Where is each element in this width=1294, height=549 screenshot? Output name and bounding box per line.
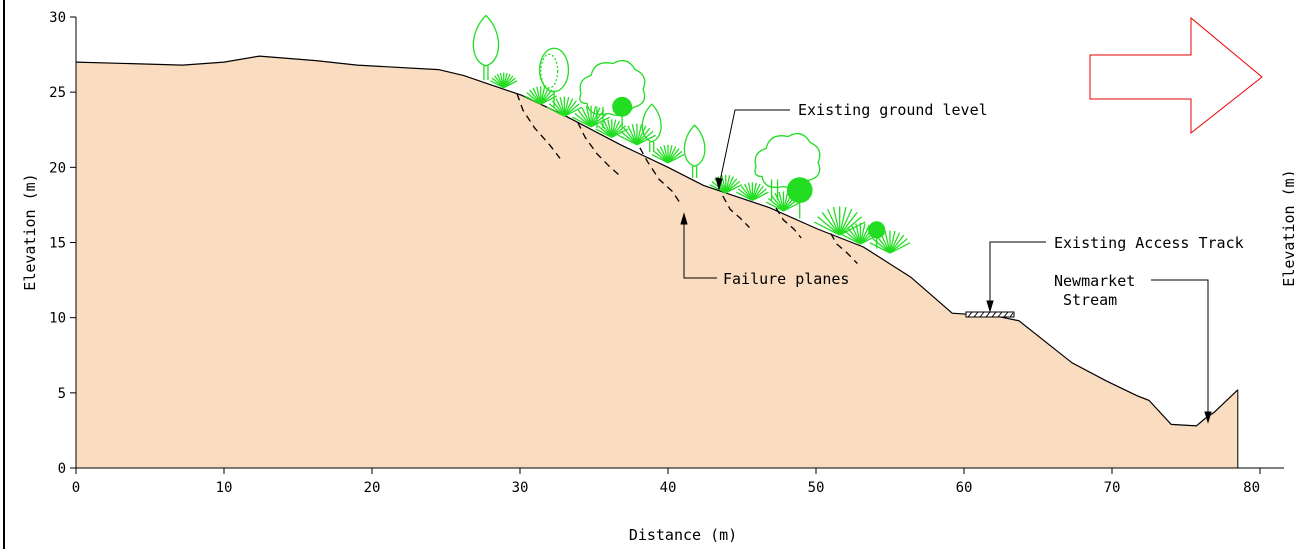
vegetation-poplar-icon xyxy=(473,15,498,80)
y-tick-label: 0 xyxy=(58,461,66,477)
x-tick-label: 80 xyxy=(1243,480,1260,496)
x-tick-label: 10 xyxy=(216,480,233,496)
ground-layer xyxy=(76,56,1238,468)
vegetation-poplar-icon xyxy=(684,125,705,178)
y-axis-title-right: Elevation (m) xyxy=(1280,169,1294,286)
y-tick-label: 15 xyxy=(49,236,66,252)
vegetation-bush-icon xyxy=(490,73,517,88)
y-tick-label: 25 xyxy=(49,85,66,101)
x-tick-label: 40 xyxy=(660,480,677,496)
x-tick-label: 60 xyxy=(956,480,973,496)
y-tick-label: 20 xyxy=(49,160,66,176)
access-track-leader xyxy=(987,242,1046,311)
x-tick-label: 20 xyxy=(364,480,381,496)
y-tick-label: 10 xyxy=(49,311,66,327)
access-track-marker xyxy=(966,312,1014,317)
y-axis-title: Elevation (m) xyxy=(21,173,39,290)
vegetation-small-round-icon xyxy=(788,178,812,219)
ground-level-leader xyxy=(716,110,790,189)
ground-fill xyxy=(76,56,1238,468)
x-tick-label: 0 xyxy=(72,480,80,496)
direction-arrow-icon xyxy=(1090,18,1262,133)
access-track-label: Existing Access Track xyxy=(1054,234,1244,252)
stream-leader xyxy=(1151,280,1211,422)
failure-planes-label: Failure planes xyxy=(723,270,849,288)
y-tick-label: 30 xyxy=(49,10,66,26)
x-axis-title: Distance (m) xyxy=(629,526,737,544)
vegetation-small-round-icon xyxy=(613,97,632,128)
stream-label-line1: Newmarket xyxy=(1054,272,1135,290)
stream-label-line2: Stream xyxy=(1063,291,1117,309)
x-tick-label: 70 xyxy=(1104,480,1121,496)
y-tick-label: 5 xyxy=(58,386,66,402)
x-tick-label: 50 xyxy=(808,480,825,496)
ground-level-label: Existing ground level xyxy=(798,101,988,119)
x-tick-label: 30 xyxy=(512,480,529,496)
vegetation-bush-icon xyxy=(652,145,684,163)
